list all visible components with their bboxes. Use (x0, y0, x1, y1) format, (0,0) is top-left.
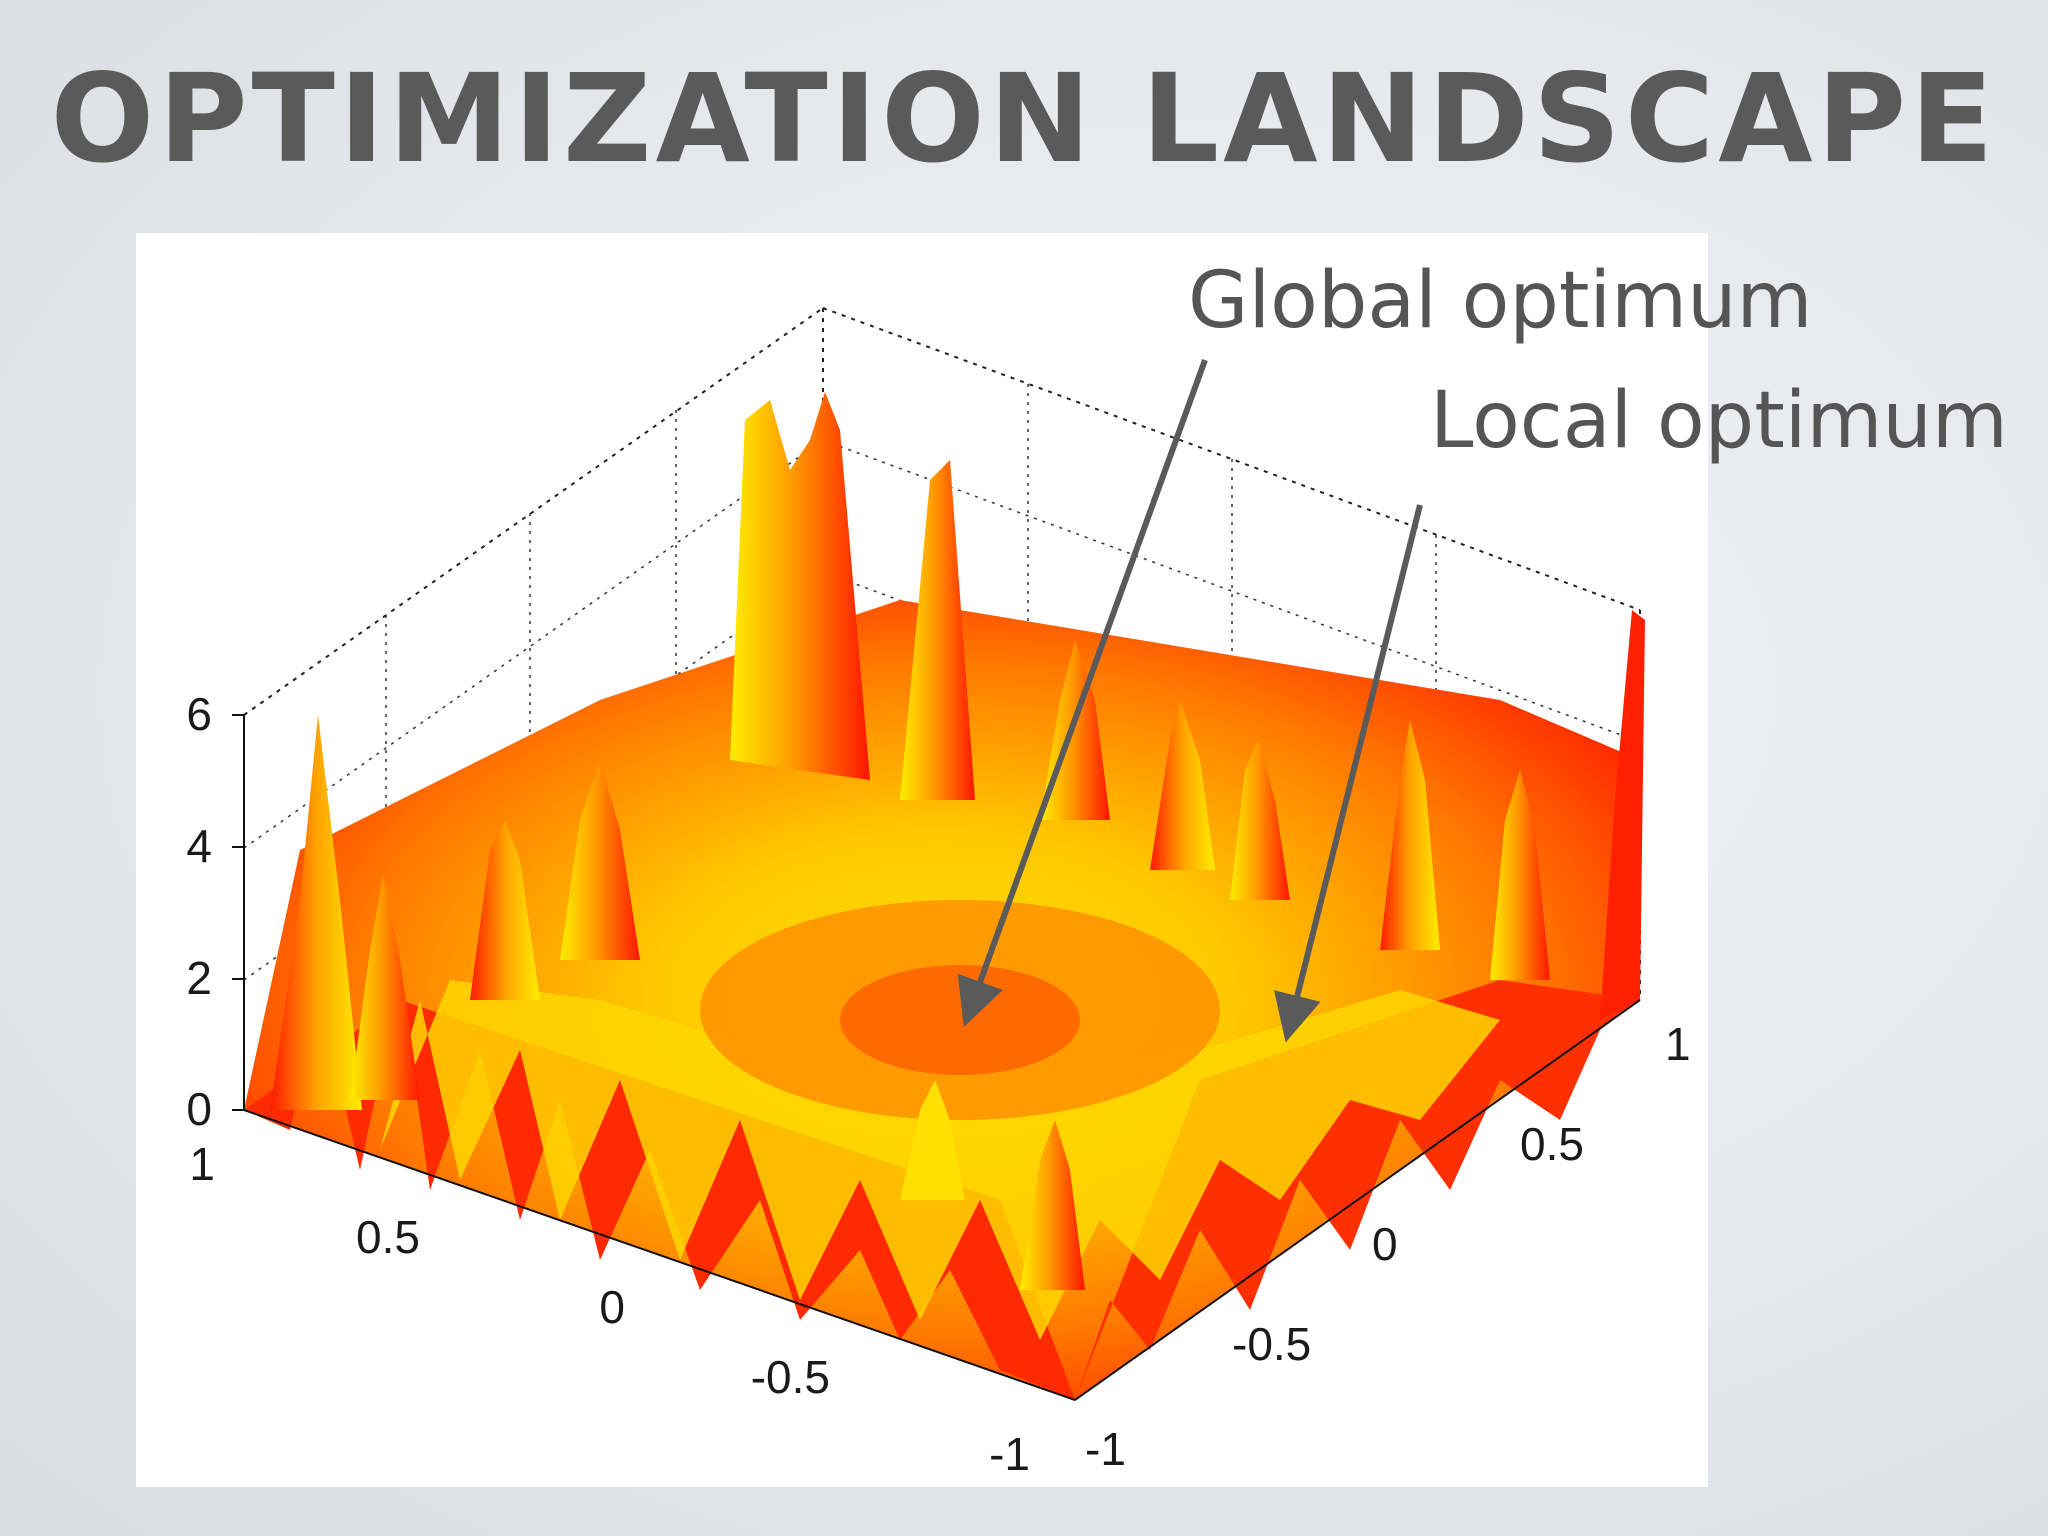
peak-tall-1 (730, 392, 870, 780)
x-tick-label: 1 (189, 1138, 215, 1190)
peak-front-2 (1020, 1120, 1085, 1290)
peak-front-1 (900, 1080, 965, 1200)
z-tick-label: 4 (186, 820, 212, 872)
z-tick-label: 6 (186, 688, 212, 740)
peak-mid-2 (1150, 700, 1215, 870)
y-tick-label: 1 (1665, 1018, 1691, 1070)
peak-mid-4 (1380, 720, 1440, 950)
peak-tall-2 (900, 460, 975, 800)
z-axis-ticks: 6 4 2 0 (186, 688, 244, 1135)
x-axis-ticks: 1 0.5 0 -0.5 -1 (189, 1138, 1030, 1480)
y-tick-label: 0.5 (1520, 1118, 1584, 1170)
x-axis-line (243, 1109, 1076, 1401)
peak-mid-7 (470, 820, 540, 1000)
peak-right-edge (1600, 610, 1645, 1020)
slide-title: OPTIMIZATION LANDSCAPE (50, 48, 1998, 190)
y-axis-line (1074, 999, 1641, 1401)
arrow-local-optimum (1273, 504, 1423, 1043)
arrow-global-optimum (957, 358, 1208, 1027)
annotation-arrows (957, 358, 1423, 1043)
box-back-edge-left (243, 307, 824, 716)
x-tick-label: 0.5 (356, 1211, 420, 1263)
peak-mid-3 (1230, 740, 1290, 900)
annotation-local-optimum: Local optimum (1430, 376, 2008, 466)
y-tick-label: 0 (1372, 1218, 1398, 1270)
peak-mid-5 (1490, 770, 1550, 980)
z-tick-label: 2 (186, 952, 212, 1004)
z-tick-label: 0 (186, 1083, 212, 1135)
x-tick-label: 0 (599, 1281, 625, 1333)
surface-basin-core (840, 965, 1080, 1075)
front-axes (243, 715, 1641, 1401)
y-tick-label: -0.5 (1232, 1318, 1311, 1370)
surface-peaks (270, 392, 1645, 1290)
x-tick-label: -0.5 (751, 1351, 830, 1403)
y-tick-label: -1 (1085, 1423, 1126, 1475)
annotation-global-optimum: Global optimum (1188, 256, 1813, 346)
peak-left-1 (270, 715, 362, 1110)
peak-left-2 (350, 875, 420, 1100)
x-tick-label: -1 (989, 1428, 1030, 1480)
y-axis-ticks: -1 -0.5 0 0.5 1 (1085, 1018, 1691, 1475)
peak-mid-6 (560, 760, 640, 960)
